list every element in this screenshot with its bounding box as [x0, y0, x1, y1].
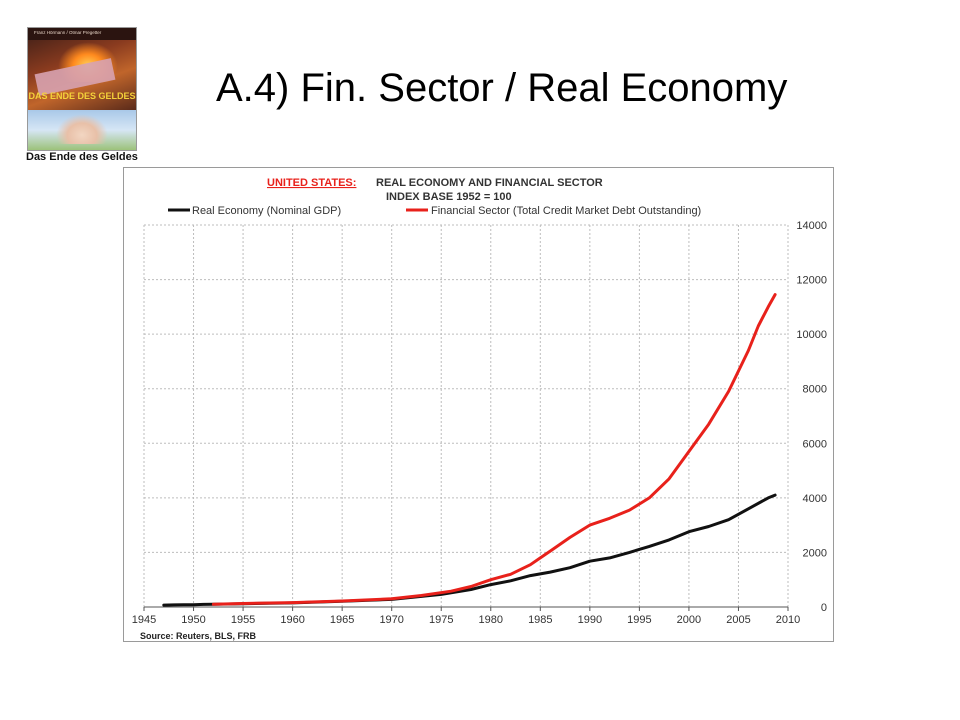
series-line-financial-sector — [211, 293, 777, 606]
cover-author-bar — [28, 28, 136, 40]
chart-gridlines — [143, 224, 789, 608]
book-caption: Das Ende des Geldes — [26, 151, 138, 163]
x-tick-label: 1990 — [578, 614, 602, 626]
y-tick-label: 0 — [821, 602, 827, 614]
x-tick-label: 1985 — [528, 614, 552, 626]
x-tick-label: 2000 — [677, 614, 701, 626]
line-chart: 0 2000 4000 6000 8000 10000 12000 14000 1945 195… — [132, 177, 827, 641]
y-tick-label: 14000 — [796, 220, 827, 232]
x-axis-ticks: 1945 1950 1955 1960 1965 1970 1975 1980 1985 1990… — [132, 606, 800, 626]
chart-source-note: Source: Reuters, BLS, FRB — [140, 631, 257, 641]
chart-title-country: UNITED STATES: — [267, 177, 356, 189]
x-tick-label: 1945 — [132, 614, 156, 626]
x-tick-label: 1950 — [181, 614, 205, 626]
x-tick-label: 2005 — [726, 614, 750, 626]
y-tick-label: 6000 — [803, 438, 827, 450]
x-tick-label: 1965 — [330, 614, 354, 626]
y-tick-label: 2000 — [803, 547, 827, 559]
legend-label-real-economy: Real Economy (Nominal GDP) — [192, 205, 341, 217]
y-tick-label: 10000 — [796, 329, 827, 341]
cover-title: DAS ENDE DES GELDES — [28, 91, 136, 101]
chart-panel: 0 2000 4000 6000 8000 10000 12000 14000 1945 195… — [123, 167, 834, 642]
x-tick-label: 1960 — [280, 614, 304, 626]
x-tick-label: 1995 — [627, 614, 651, 626]
chart-subtitle: INDEX BASE 1952 = 100 — [386, 191, 512, 203]
series-line-real-economy — [162, 493, 777, 607]
slide-title: A.4) Fin. Sector / Real Economy — [216, 66, 788, 110]
x-tick-label: 1970 — [379, 614, 403, 626]
x-tick-label: 2010 — [776, 614, 800, 626]
book-cover-image: Franz Hörmann / Otmar Pregetter DAS ENDE… — [27, 27, 137, 151]
x-tick-label: 1980 — [479, 614, 503, 626]
y-tick-label: 4000 — [803, 493, 827, 505]
x-tick-label: 1975 — [429, 614, 453, 626]
y-tick-label: 8000 — [803, 384, 827, 396]
cover-authors: Franz Hörmann / Otmar Pregetter — [34, 30, 102, 35]
chart-series — [162, 293, 777, 607]
cover-family-photo — [56, 114, 108, 144]
x-tick-label: 1955 — [231, 614, 255, 626]
legend-label-financial-sector: Financial Sector (Total Credit Market De… — [431, 205, 701, 217]
y-axis-ticks: 0 2000 4000 6000 8000 10000 12000 14000 — [796, 220, 827, 614]
chart-title: REAL ECONOMY AND FINANCIAL SECTOR — [376, 177, 603, 189]
y-tick-label: 12000 — [796, 275, 827, 287]
